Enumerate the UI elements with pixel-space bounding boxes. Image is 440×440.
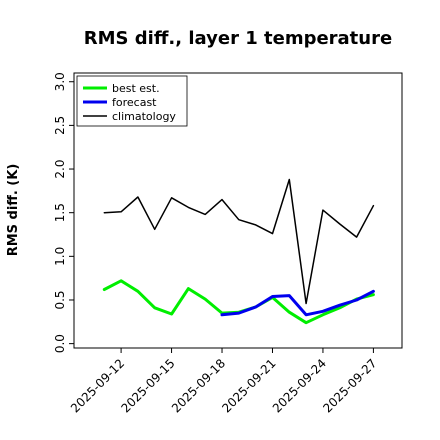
y-axis-label: RMS diff. (K) — [6, 164, 21, 257]
legend-label: forecast — [112, 96, 157, 109]
y-tick-label: 2.0 — [53, 159, 67, 178]
legend-label: best est. — [112, 82, 160, 95]
legend-label: climatology — [112, 110, 176, 123]
y-axis: 0.0 0.5 1.0 1.5 2.0 2.5 3.0 — [53, 72, 74, 353]
y-tick-label: 2.5 — [53, 116, 67, 135]
y-tick-label: 3.0 — [53, 72, 67, 91]
y-tick-label: 1.5 — [53, 203, 67, 222]
plot-area — [73, 72, 403, 349]
series-line-climatology — [103, 178, 375, 305]
y-tick-label: 1.0 — [53, 247, 67, 266]
y-tick-label: 0.5 — [53, 290, 67, 309]
y-tick-label: 0.0 — [53, 334, 67, 353]
series-line-best-est — [102, 279, 375, 325]
x-tick-label: 2025-09-27 — [320, 356, 379, 415]
series-layer — [102, 178, 375, 325]
series-line-forecast — [220, 289, 375, 317]
x-axis: 2025-09-122025-09-152025-09-182025-09-21… — [68, 348, 380, 415]
chart-title: RMS diff., layer 1 temperature — [84, 28, 392, 49]
